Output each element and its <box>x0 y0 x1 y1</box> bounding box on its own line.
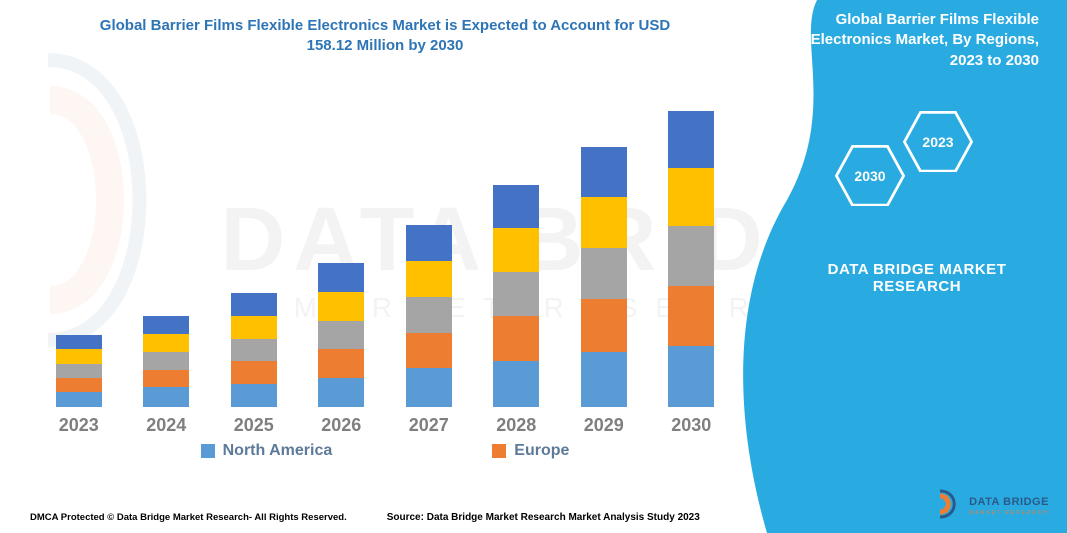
logo-sub: MARKET RESEARCH <box>969 510 1049 516</box>
bar-2028 <box>493 185 539 407</box>
right-panel-brand: DATA BRIDGE MARKET RESEARCH <box>795 261 1039 295</box>
bar-col-2030 <box>648 111 734 407</box>
seg-s3 <box>56 364 102 378</box>
right-panel: Global Barrier Films Flexible Electronic… <box>767 0 1067 533</box>
seg-s4 <box>406 261 452 297</box>
seg-s3 <box>581 248 627 299</box>
bar-2023 <box>56 335 102 406</box>
footer: DMCA Protected © Data Bridge Market Rese… <box>30 512 750 523</box>
seg-eu <box>493 316 539 361</box>
x-label-2024: 2024 <box>123 415 209 436</box>
brand-line-2: RESEARCH <box>795 278 1039 295</box>
seg-eu <box>231 361 277 384</box>
seg-na <box>406 368 452 406</box>
x-label-2030: 2030 <box>648 415 734 436</box>
seg-s4 <box>493 228 539 272</box>
seg-s5 <box>143 316 189 334</box>
seg-s3 <box>231 339 277 362</box>
legend-swatch-eu <box>492 444 506 458</box>
bar-2030 <box>668 111 714 407</box>
seg-na <box>318 378 364 407</box>
legend-swatch-na <box>201 444 215 458</box>
right-panel-title: Global Barrier Films Flexible Electronic… <box>795 10 1039 71</box>
hex-2030: 2030 <box>835 145 905 207</box>
seg-s5 <box>581 147 627 197</box>
seg-eu <box>56 378 102 392</box>
seg-s5 <box>56 335 102 349</box>
bar-2025 <box>231 293 277 406</box>
seg-eu <box>318 349 364 378</box>
bar-col-2029 <box>561 147 647 407</box>
x-axis-labels: 20232024202520262027202820292030 <box>35 415 735 436</box>
logo-icon <box>937 489 963 519</box>
seg-s5 <box>406 225 452 261</box>
legend-label-na: North America <box>223 442 333 460</box>
seg-s4 <box>231 316 277 339</box>
seg-s5 <box>668 111 714 168</box>
seg-s4 <box>318 292 364 321</box>
x-label-2027: 2027 <box>386 415 472 436</box>
seg-na <box>668 346 714 407</box>
seg-na <box>143 387 189 406</box>
bar-col-2027 <box>386 225 472 406</box>
seg-na <box>56 392 102 406</box>
legend: North America Europe <box>30 442 740 460</box>
seg-s4 <box>581 197 627 248</box>
footer-source: Source: Data Bridge Market Research Mark… <box>387 512 700 523</box>
x-label-2023: 2023 <box>36 415 122 436</box>
x-label-2028: 2028 <box>473 415 559 436</box>
seg-s5 <box>493 185 539 228</box>
bar-col-2024 <box>123 316 209 407</box>
legend-label-eu: Europe <box>514 442 569 460</box>
seg-eu <box>668 286 714 346</box>
chart-area <box>35 77 735 407</box>
seg-na <box>581 352 627 407</box>
seg-s3 <box>493 272 539 316</box>
logo-corner: DATA BRIDGE MARKET RESEARCH <box>937 489 1049 519</box>
seg-s4 <box>668 168 714 226</box>
seg-s4 <box>143 334 189 352</box>
bar-col-2026 <box>298 263 384 406</box>
bar-col-2025 <box>211 293 297 406</box>
seg-eu <box>581 299 627 351</box>
left-panel: Global Barrier Films Flexible Electronic… <box>0 0 770 533</box>
bar-2026 <box>318 263 364 406</box>
seg-s3 <box>406 297 452 333</box>
footer-copyright: DMCA Protected © Data Bridge Market Rese… <box>30 512 347 523</box>
hex-2023: 2023 <box>903 111 973 173</box>
x-label-2029: 2029 <box>561 415 647 436</box>
legend-item-na: North America <box>201 442 333 460</box>
seg-eu <box>143 370 189 388</box>
legend-item-eu: Europe <box>492 442 569 460</box>
seg-s3 <box>668 226 714 286</box>
bar-col-2028 <box>473 185 559 407</box>
seg-na <box>231 384 277 407</box>
logo-text: DATA BRIDGE <box>969 496 1049 508</box>
seg-s5 <box>318 263 364 292</box>
bar-col-2023 <box>36 335 122 406</box>
bar-2024 <box>143 316 189 407</box>
seg-s5 <box>231 293 277 316</box>
seg-eu <box>406 333 452 369</box>
bar-2029 <box>581 147 627 407</box>
hex-graphic: 2030 2023 <box>795 99 1039 229</box>
x-label-2025: 2025 <box>211 415 297 436</box>
seg-s3 <box>318 321 364 350</box>
seg-na <box>493 361 539 406</box>
seg-s4 <box>56 349 102 363</box>
brand-line-1: DATA BRIDGE MARKET <box>795 261 1039 278</box>
x-label-2026: 2026 <box>298 415 384 436</box>
chart-title: Global Barrier Films Flexible Electronic… <box>75 16 695 57</box>
seg-s3 <box>143 352 189 370</box>
bar-2027 <box>406 225 452 406</box>
